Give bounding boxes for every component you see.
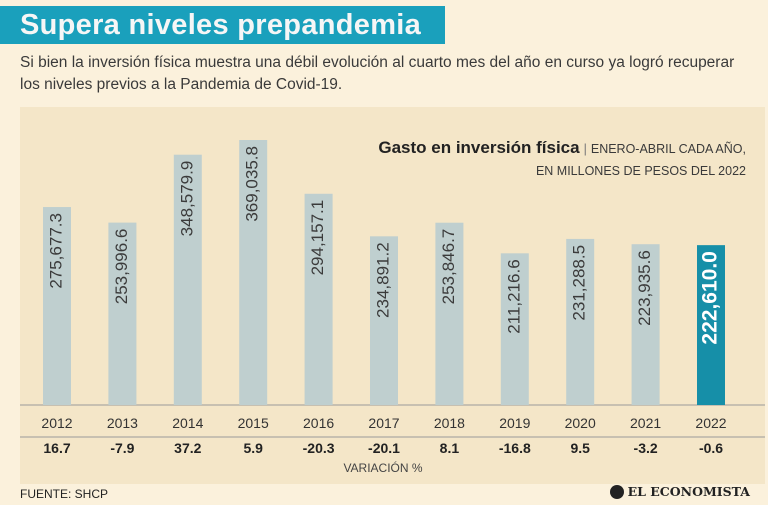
year-tick-label: 2019 [499,415,530,431]
year-tick-label: 2017 [368,415,399,431]
bar-value-label: 234,891.2 [373,242,392,318]
variation-label: -0.6 [699,440,723,456]
bar-value-label: 369,035.8 [243,146,262,222]
bar-value-label: 223,935.6 [635,250,654,326]
chart-title-separator: | [583,142,587,156]
chart-title-main: Gasto en inversión física [378,138,580,157]
bar-value-label: 211,216.6 [504,259,523,333]
bar-value-label: 253,846.7 [439,229,458,305]
title-banner [0,6,445,44]
bar-2012 [43,207,71,405]
bar-value-label: 294,157.1 [308,200,327,276]
bar-2021 [631,244,660,405]
subtitle: Si bien la inversión física muestra una … [20,54,735,93]
bar-2015 [239,140,268,405]
year-tick-label: 2020 [565,415,596,431]
bar-2022 [697,245,725,405]
year-tick-label: 2016 [303,415,334,431]
brand-logo: EL ECONOMISTA [609,482,750,502]
variation-label: 16.7 [43,440,70,456]
bar-value-label: 231,288.5 [570,245,589,321]
brand-name: EL ECONOMISTA [627,484,750,499]
chart-title: Gasto en inversión física | ENERO-ABRIL CA… [378,137,746,182]
bar-value-label: 275,677.3 [46,213,65,289]
bar-2016 [304,193,333,405]
variation-label: 9.5 [570,440,590,456]
year-tick-label: 2015 [238,415,269,431]
variation-label: -3.2 [634,440,658,456]
page-title: Supera niveles prepandemia [20,9,422,41]
variation-label: 37.2 [174,440,201,456]
bar-2017 [370,236,398,405]
source-note: FUENTE: SHCP [20,487,109,501]
variation-label: -16.8 [499,440,531,456]
variation-label: -7.9 [110,440,134,456]
variation-label: 8.1 [440,440,460,456]
year-tick-label: 2013 [107,415,138,431]
year-tick-label: 2018 [434,415,465,431]
year-tick-label: 2022 [695,415,726,431]
chart-title-detail-1: ENERO-ABRIL CADA AÑO, [590,142,746,156]
bar-2019 [500,253,529,405]
variation-axis-label: VARIACIÓN % [343,460,422,475]
variation-label: -20.3 [303,440,335,456]
bar-2018 [435,222,464,405]
year-tick-label: 2021 [630,415,661,431]
variation-label: 5.9 [243,440,263,456]
bar-2013 [108,222,137,405]
bar-value-label: 253,996.6 [112,229,131,305]
year-tick-label: 2012 [41,415,72,431]
bar-value-label: 222,610.0 [699,251,722,344]
chart-title-detail-2: EN MILLONES DE PESOS DEL 2022 [535,164,746,178]
bar-2020 [566,238,595,405]
brand-circle-icon [609,485,624,499]
bar-value-label: 348,579.9 [177,161,196,237]
variation-label: -20.1 [368,440,400,456]
bar-2014 [173,154,202,405]
year-tick-label: 2014 [172,415,203,431]
